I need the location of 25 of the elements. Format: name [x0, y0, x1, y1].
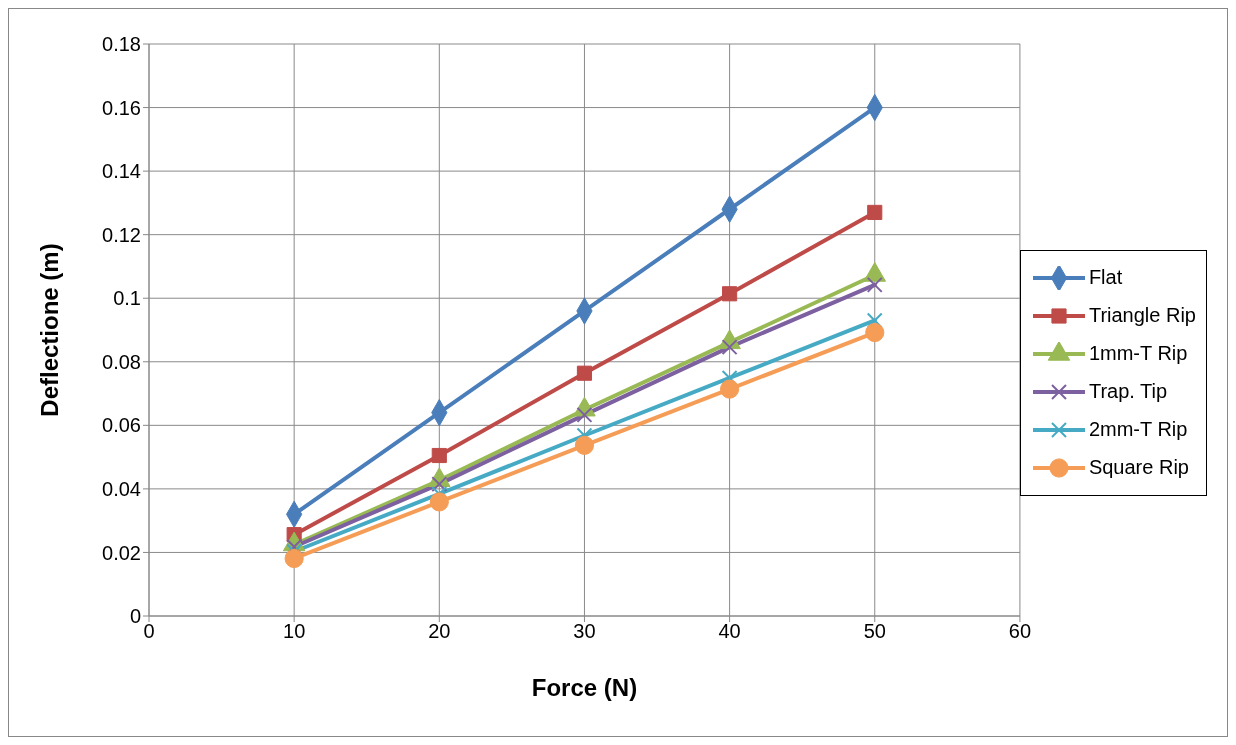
- x-tick-label: 60: [1008, 620, 1032, 643]
- legend-label: Trap. Tip: [1088, 380, 1168, 403]
- y-tick-label: 0.14: [102, 160, 141, 183]
- x-tick-label: 20: [428, 620, 451, 643]
- y-tick-label: 0.02: [102, 541, 141, 564]
- x-tick-label: 40: [718, 620, 741, 643]
- legend-label: Flat: [1088, 266, 1123, 289]
- y-tick-label: 0.04: [102, 477, 141, 500]
- y-tick-label: 0.12: [102, 223, 141, 246]
- y-axis-title: Deflectione (m): [35, 243, 63, 417]
- y-tick-label: 0.18: [102, 33, 141, 56]
- legend-label: Square Rip: [1088, 456, 1189, 479]
- x-tick-label: 10: [283, 620, 306, 643]
- legend-label: 2mm-T Rip: [1088, 418, 1188, 441]
- y-tick-label: 0: [129, 605, 141, 628]
- x-tick-label: 0: [143, 620, 155, 643]
- y-tick-label: 0.08: [102, 350, 141, 373]
- y-tick-label: 0.16: [102, 96, 141, 119]
- y-tick-label: 0.06: [102, 414, 141, 437]
- x-tick-label: 50: [863, 620, 886, 643]
- x-tick-label: 30: [573, 620, 596, 643]
- legend-label: Triangle Rip: [1088, 304, 1196, 327]
- legend-label: 1mm-T Rip: [1088, 342, 1188, 365]
- x-axis-title: Force (N): [531, 674, 638, 701]
- y-tick-label: 0.1: [113, 287, 141, 310]
